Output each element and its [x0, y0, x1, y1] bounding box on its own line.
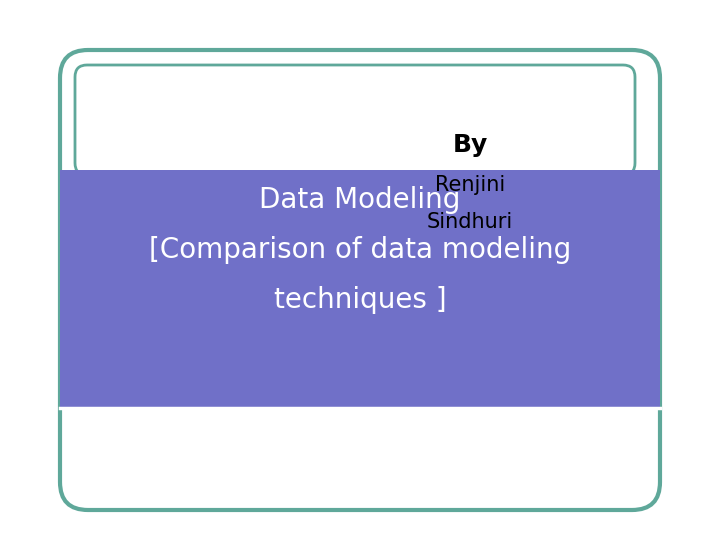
- Bar: [60, 170, 660, 410]
- Text: By: By: [452, 133, 487, 157]
- Text: Data Modeling: Data Modeling: [259, 186, 461, 214]
- FancyBboxPatch shape: [75, 65, 635, 175]
- FancyBboxPatch shape: [60, 50, 660, 510]
- Text: Renjini: Renjini: [435, 175, 505, 195]
- Text: techniques ]: techniques ]: [274, 286, 446, 314]
- Text: Sindhuri: Sindhuri: [427, 212, 513, 232]
- Text: [Comparison of data modeling: [Comparison of data modeling: [149, 236, 571, 264]
